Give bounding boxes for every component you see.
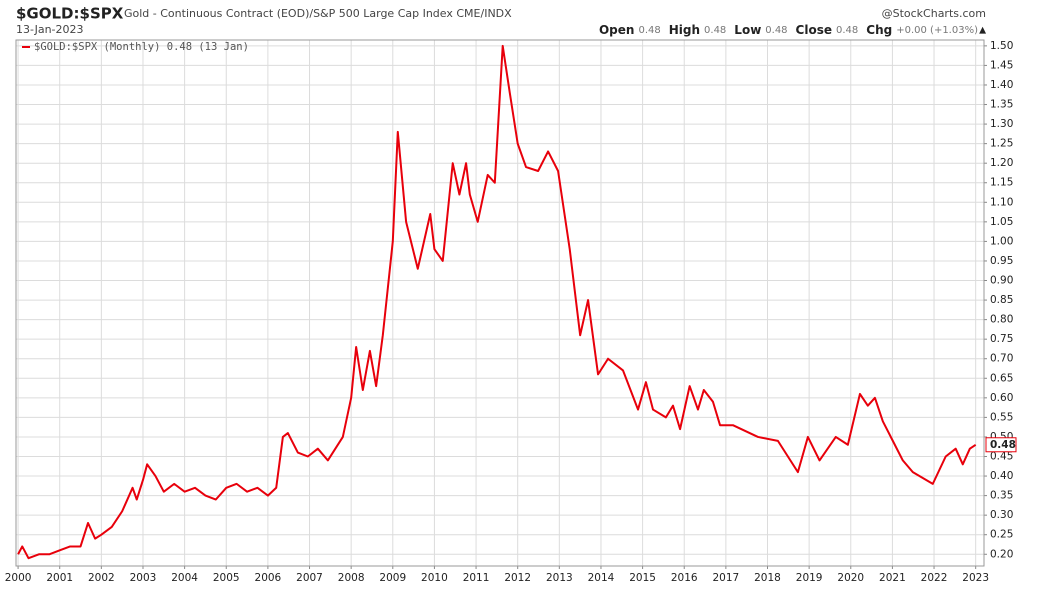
- x-tick-label: 2019: [796, 572, 823, 584]
- y-tick-label: 1.00: [990, 235, 1013, 247]
- quote-line: Open 0.48 High 0.48 Low 0.48 Close 0.48 Chg +0.00…: [599, 23, 978, 37]
- legend-label: $GOLD:$SPX (Monthly) 0.48 (13 Jan): [34, 41, 249, 53]
- x-tick-label: 2008: [338, 572, 365, 584]
- x-tick-label: 2003: [130, 572, 157, 584]
- x-tick-label: 2010: [421, 572, 448, 584]
- x-tick-label: 2012: [504, 572, 531, 584]
- quote-value: 0.48: [638, 25, 660, 36]
- quote-value: 0.48: [765, 25, 787, 36]
- date: 13-Jan-2023: [16, 23, 84, 36]
- quote-label: Open: [599, 23, 634, 37]
- chart-subtitle: Gold - Continuous Contract (EOD)/S&P 500…: [124, 7, 512, 20]
- quote-label: Close: [796, 23, 832, 37]
- x-tick-label: 2014: [588, 572, 615, 584]
- x-tick-label: 2005: [213, 572, 240, 584]
- y-tick-label: 1.30: [990, 118, 1013, 130]
- x-tick-label: 2018: [754, 572, 781, 584]
- y-tick-label: 0.75: [990, 333, 1013, 345]
- quote-value: +0.00 (+1.03%): [896, 25, 978, 36]
- y-tick-label: 0.70: [990, 353, 1013, 365]
- y-tick-label: 1.35: [990, 99, 1013, 111]
- plot-border: [15, 39, 985, 567]
- chg-arrow: ▲: [979, 26, 986, 36]
- y-tick-label: 1.45: [990, 59, 1013, 71]
- x-tick-label: 2006: [255, 572, 282, 584]
- chart-title: $GOLD:$SPX: [16, 5, 124, 23]
- y-tick-label: 0.80: [990, 314, 1013, 326]
- y-tick-label: 1.10: [990, 196, 1013, 208]
- y-tick-label: 0.40: [990, 470, 1013, 482]
- x-tick-label: 2004: [171, 572, 198, 584]
- y-tick-label: 0.65: [990, 372, 1013, 384]
- y-tick-label: 0.45: [990, 450, 1013, 462]
- y-tick-label: 0.35: [990, 490, 1013, 502]
- quote-label: Chg: [866, 23, 892, 37]
- quote-value: 0.48: [836, 25, 858, 36]
- x-tick-label: 2002: [88, 572, 115, 584]
- y-tick-label: 0.30: [990, 509, 1013, 521]
- source: @StockCharts.com: [882, 7, 986, 20]
- y-tick-label: 1.05: [990, 216, 1013, 228]
- x-tick-label: 2015: [629, 572, 656, 584]
- y-tick-label: 1.15: [990, 177, 1013, 189]
- x-tick-label: 2001: [46, 572, 73, 584]
- y-tick-label: 0.20: [990, 548, 1013, 560]
- y-tick-label: 0.95: [990, 255, 1013, 267]
- x-tick-label: 2000: [5, 572, 32, 584]
- y-tick-label: 1.25: [990, 138, 1013, 150]
- y-tick-label: 1.40: [990, 79, 1013, 91]
- quote-label: High: [669, 23, 700, 37]
- current-value-box: [985, 437, 1017, 453]
- y-tick-label: 0.25: [990, 529, 1013, 541]
- x-tick-label: 2013: [546, 572, 573, 584]
- y-tick-label: 1.50: [990, 40, 1013, 52]
- y-tick-label: 0.90: [990, 275, 1013, 287]
- x-tick-label: 2021: [879, 572, 906, 584]
- quote-value: 0.48: [704, 25, 726, 36]
- x-tick-label: 2022: [921, 572, 948, 584]
- x-tick-label: 2023: [962, 572, 989, 584]
- x-tick-label: 2020: [837, 572, 864, 584]
- x-tick-label: 2011: [463, 572, 490, 584]
- series-line: [17, 44, 977, 560]
- x-tick-label: 2017: [712, 572, 739, 584]
- quote-label: Low: [734, 23, 761, 37]
- y-tick-label: 1.20: [990, 157, 1013, 169]
- y-tick-label: 0.60: [990, 392, 1013, 404]
- x-tick-label: 2009: [379, 572, 406, 584]
- x-tick-label: 2007: [296, 572, 323, 584]
- current-value-label: 0.48: [990, 439, 1016, 451]
- y-tick-label: 0.85: [990, 294, 1013, 306]
- x-tick-label: 2016: [671, 572, 698, 584]
- y-tick-label: 0.55: [990, 411, 1013, 423]
